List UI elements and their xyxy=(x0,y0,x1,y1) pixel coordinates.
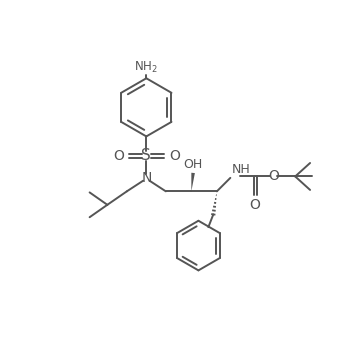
Text: O: O xyxy=(250,198,261,212)
Text: NH: NH xyxy=(232,163,251,176)
Text: OH: OH xyxy=(184,158,203,171)
Polygon shape xyxy=(192,173,195,192)
Text: N: N xyxy=(141,171,152,185)
Text: NH$_2$: NH$_2$ xyxy=(134,60,158,76)
Text: O: O xyxy=(169,149,180,163)
Text: S: S xyxy=(141,148,151,163)
Text: O: O xyxy=(268,170,279,184)
Text: O: O xyxy=(113,149,123,163)
